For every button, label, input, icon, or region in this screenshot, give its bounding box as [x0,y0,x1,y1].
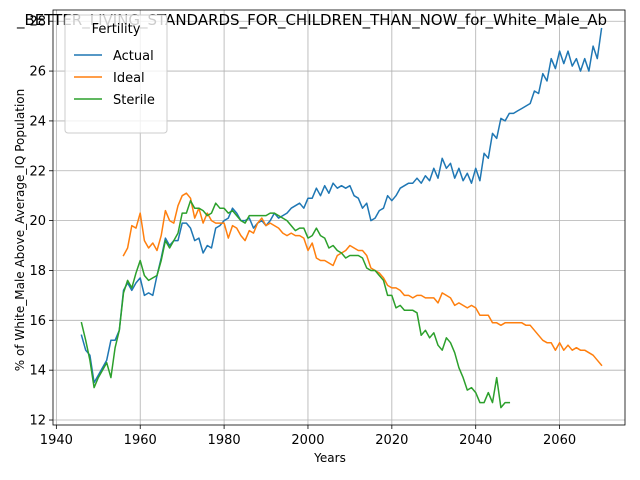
y-tick-label: 28 [29,15,46,30]
legend: Fertility Actual Ideal Sterile [64,14,168,134]
series-line-actual [80,27,603,384]
legend-label-actual: Actual [113,49,154,64]
series-line-sterile [80,199,511,409]
legend-items: Actual Ideal Sterile [74,49,155,108]
x-axis-label: Years [313,451,346,465]
y-axis-label: % of White_Male Above_Average_IQ Populat… [13,89,27,372]
x-axis-ticks: 1940 1960 1980 2000 2020 2040 2060 [40,425,576,448]
legend-label-ideal: Ideal [113,71,145,86]
x-tick-label: 2060 [543,433,576,448]
y-tick-label: 24 [29,114,46,129]
y-axis-ticks: 12 14 16 18 20 22 24 26 28 [29,15,53,429]
series-lines [80,27,603,409]
legend-title: Fertility [92,22,141,37]
x-tick-label: 2040 [459,433,492,448]
legend-box [64,14,168,134]
y-tick-label: 22 [29,164,46,179]
series-line-ideal [122,192,603,367]
y-tick-label: 18 [29,264,46,279]
x-tick-label: 1980 [208,433,241,448]
y-tick-label: 26 [29,65,46,80]
y-tick-label: 12 [29,414,46,429]
y-tick-label: 14 [29,364,46,379]
legend-label-sterile: Sterile [113,93,155,108]
x-tick-label: 1960 [124,433,157,448]
plot-frame [52,9,626,426]
x-tick-label: 1940 [40,433,73,448]
x-tick-label: 2020 [375,433,408,448]
grid [53,10,625,425]
x-tick-label: 2000 [291,433,324,448]
y-tick-label: 20 [29,214,46,229]
y-tick-label: 16 [29,314,46,329]
